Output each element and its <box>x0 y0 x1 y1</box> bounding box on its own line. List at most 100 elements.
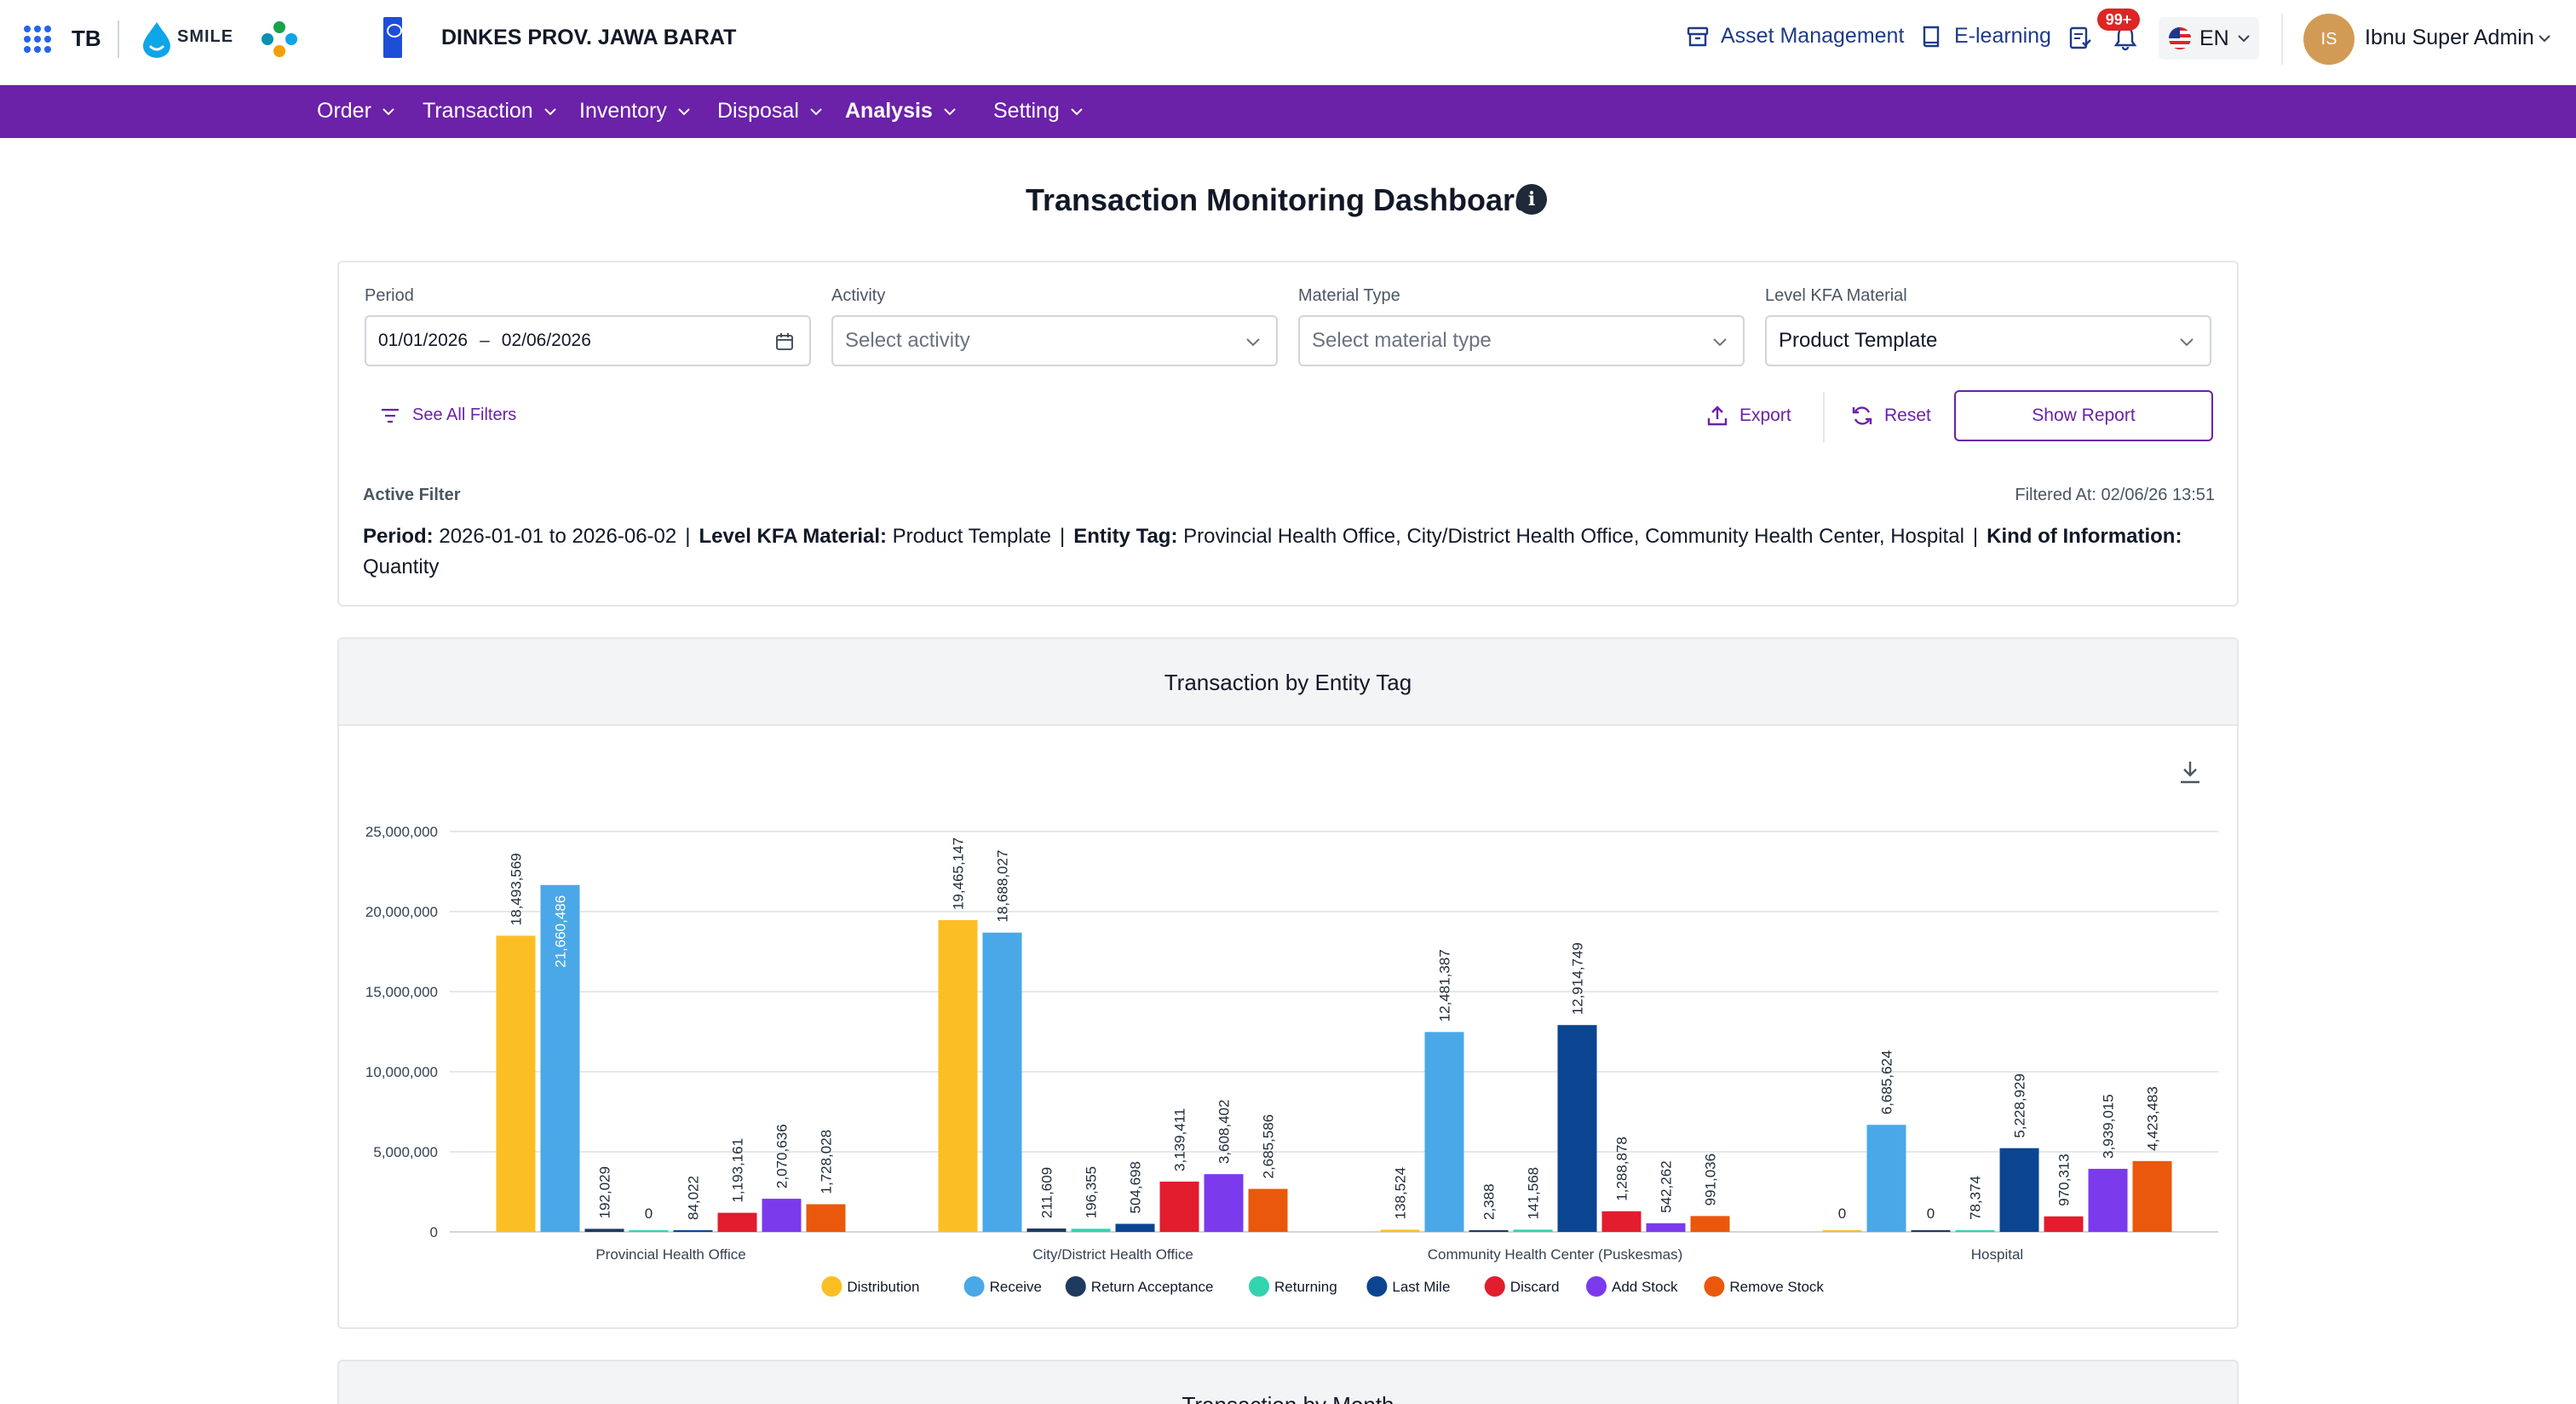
kfa-level-value: Product Template <box>1779 329 1938 352</box>
nav-item-analysis[interactable]: Analysis <box>845 99 957 124</box>
user-name[interactable]: Ibnu Super Admin <box>2365 26 2534 49</box>
legend-swatch <box>1586 1276 1607 1297</box>
activity-select[interactable]: Select activity <box>831 315 1278 366</box>
separator: | <box>685 525 691 548</box>
data-label: 6,685,624 <box>1879 1050 1895 1115</box>
legend-swatch <box>821 1276 842 1297</box>
filter-panel: Period 01/01/2026 – 02/06/2026 Activity … <box>337 261 2239 607</box>
bar-add-stock <box>1646 1223 1686 1232</box>
material-type-label: Material Type <box>1298 286 1400 305</box>
period-date-range-input[interactable]: 01/01/2026 – 02/06/2026 <box>365 315 811 366</box>
nav-item-disposal[interactable]: Disposal <box>717 99 823 124</box>
active-filter-label: Active Filter <box>363 486 461 504</box>
data-label: 0 <box>1838 1205 1846 1222</box>
book-icon <box>1923 26 1940 47</box>
nav-item-transaction[interactable]: Transaction <box>423 99 557 124</box>
data-label: 0 <box>645 1205 653 1222</box>
asset-management-link[interactable]: Asset Management <box>1687 24 1904 49</box>
chevron-down-icon <box>2180 338 2194 347</box>
bar-add-stock <box>1204 1174 1244 1232</box>
data-label: 3,608,402 <box>1216 1100 1233 1165</box>
filter-icon <box>382 408 399 423</box>
bar-discard <box>1601 1211 1642 1232</box>
material-type-select[interactable]: Select material type <box>1298 315 1745 366</box>
data-label: 3,939,015 <box>2101 1094 2117 1159</box>
info-icon[interactable]: i <box>1516 184 1547 215</box>
bar-receive <box>1866 1125 1906 1232</box>
legend-swatch <box>1704 1276 1725 1297</box>
data-label: 2,685,586 <box>1261 1114 1277 1179</box>
bar-return-acceptance <box>1469 1230 1509 1232</box>
separator: | <box>1972 525 1979 548</box>
data-label: 138,524 <box>1393 1167 1409 1219</box>
chevron-down-icon <box>678 107 690 115</box>
bar-return-acceptance <box>1026 1228 1067 1232</box>
show-report-button[interactable]: Show Report <box>1954 390 2213 441</box>
download-icon[interactable] <box>2177 758 2203 785</box>
language-selector[interactable]: EN <box>2159 17 2259 60</box>
app-grid-icon[interactable] <box>24 26 51 53</box>
legend-swatch <box>1366 1276 1388 1297</box>
elearning-link[interactable]: E-learning <box>1920 24 2051 49</box>
data-label: 2,388 <box>1481 1183 1498 1220</box>
undp-logo <box>383 17 402 58</box>
activity-label: Activity <box>831 286 886 305</box>
bar-return-acceptance <box>584 1228 624 1232</box>
chevron-down-icon <box>543 107 556 115</box>
bar-distribution <box>1380 1229 1420 1232</box>
language-code: EN <box>2199 26 2229 50</box>
y-tick-label: 5,000,000 <box>373 1144 438 1160</box>
legend-swatch <box>1484 1276 1505 1297</box>
app-short-name: TB <box>72 26 101 51</box>
elearning-label: E-learning <box>1954 24 2051 48</box>
data-label: 21,660,486 <box>553 895 569 968</box>
kfa-level-label: Level KFA Material <box>1765 286 1907 305</box>
transaction-by-month-chart-card: Transaction by Month <box>337 1360 2239 1404</box>
chevron-down-icon[interactable] <box>2539 34 2550 43</box>
chevron-down-icon <box>1071 107 1083 115</box>
active-kfa-value: Product Template <box>892 525 1051 548</box>
bar-remove-stock <box>1690 1216 1730 1232</box>
document-notification-icon[interactable] <box>2068 26 2092 51</box>
organization-title: DINKES PROV. JAWA BARAT <box>441 26 737 49</box>
period-end-date: 02/06/2026 <box>501 331 591 350</box>
legend-swatch <box>963 1276 985 1297</box>
nav-item-order[interactable]: Order <box>317 99 395 124</box>
main-navigation: Order Transaction Inventory Disposal Ana… <box>0 85 2576 138</box>
refresh-icon <box>1852 406 1872 425</box>
data-label: 18,688,027 <box>995 850 1011 923</box>
bar-last-mile <box>1999 1148 2039 1232</box>
see-all-filters-label: See All Filters <box>412 406 517 424</box>
data-label: 211,609 <box>1039 1167 1055 1218</box>
kfa-level-select[interactable]: Product Template <box>1765 315 2211 366</box>
y-tick-label: 10,000,000 <box>365 1064 438 1080</box>
y-tick-label: 0 <box>430 1224 438 1240</box>
bar-discard <box>2044 1216 2084 1232</box>
activity-placeholder: Select activity <box>845 329 970 352</box>
bar-remove-stock <box>806 1204 846 1232</box>
nav-item-setting[interactable]: Setting <box>993 99 1084 124</box>
data-label: 78,374 <box>1968 1176 1984 1220</box>
data-label: 4,423,483 <box>2145 1086 2161 1151</box>
nav-item-label: Transaction <box>423 99 533 123</box>
bar-distribution <box>1822 1230 1862 1232</box>
export-button[interactable]: Export <box>1705 404 1791 428</box>
separator: | <box>1060 525 1066 548</box>
nav-item-inventory[interactable]: Inventory <box>579 99 691 124</box>
active-kind-key: Kind of Information: <box>1987 525 2182 548</box>
us-flag-icon <box>2169 27 2191 49</box>
active-kfa-key: Level KFA Material: <box>699 525 887 548</box>
upload-icon <box>1707 406 1728 426</box>
nav-item-label: Setting <box>993 99 1060 123</box>
bar-returning <box>629 1230 669 1232</box>
avatar[interactable]: IS <box>2303 14 2355 65</box>
see-all-filters-button[interactable]: See All Filters <box>380 406 516 425</box>
kemenkes-flower-icon <box>262 21 297 57</box>
header-divider <box>118 20 119 58</box>
export-label: Export <box>1739 406 1791 425</box>
reset-button[interactable]: Reset <box>1850 404 1931 428</box>
legend-item: Returning <box>1274 1279 1337 1295</box>
calendar-icon[interactable] <box>775 332 794 351</box>
notification-badge: 99+ <box>2097 9 2140 31</box>
period-label: Period <box>365 286 414 305</box>
